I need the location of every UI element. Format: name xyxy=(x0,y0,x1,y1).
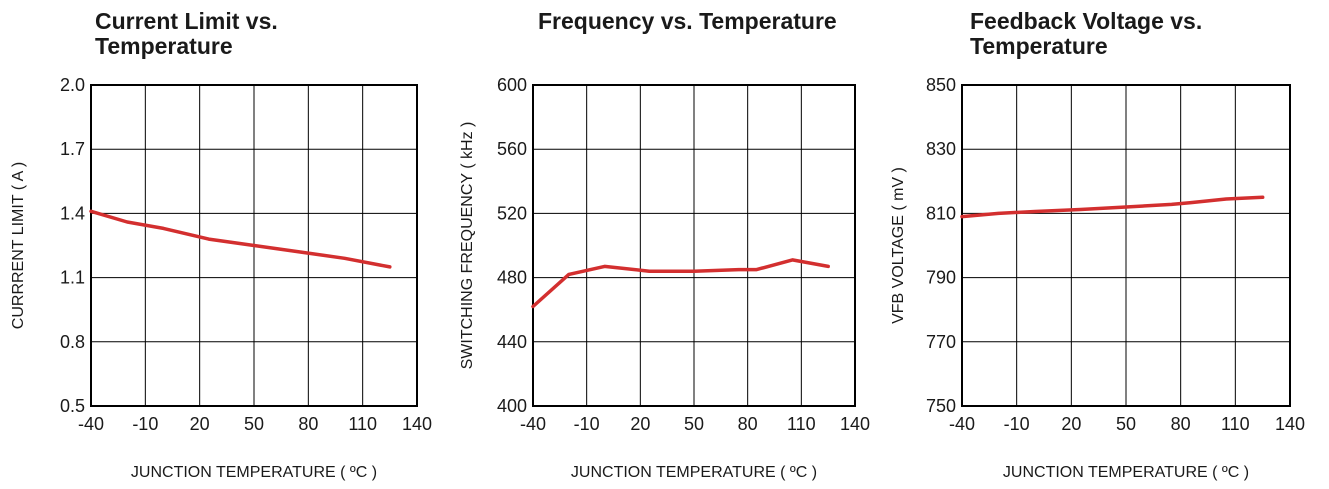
y-tick-label: 790 xyxy=(926,268,956,288)
data-point xyxy=(737,268,740,271)
x-tick-label: 140 xyxy=(402,414,432,434)
plot-frame xyxy=(532,84,856,407)
series-line xyxy=(89,209,392,269)
x-tick-label: 20 xyxy=(1061,414,1081,434)
data-point xyxy=(693,270,695,272)
data-point xyxy=(1170,203,1173,206)
data-point xyxy=(997,212,1000,215)
x-axis-label: JUNCTION TEMPERATURE ( ºC ) xyxy=(571,464,817,481)
y-tick-label: 560 xyxy=(497,139,527,159)
x-tick-label: -10 xyxy=(132,414,158,434)
x-tick-label: 110 xyxy=(348,414,377,434)
x-tick-label: 80 xyxy=(738,414,758,434)
data-point xyxy=(1125,206,1127,208)
data-point xyxy=(1261,196,1264,199)
plot-frame xyxy=(961,84,1291,407)
y-tick-label: 1.7 xyxy=(60,139,85,159)
x-tick-label: 20 xyxy=(630,414,650,434)
plot-frame xyxy=(90,84,418,407)
data-point xyxy=(343,257,346,260)
chart-title: Feedback Voltage vs. xyxy=(970,8,1202,34)
y-tick-label: 600 xyxy=(497,75,527,95)
data-point xyxy=(90,210,92,213)
chart-title: Temperature xyxy=(970,33,1108,59)
x-tick-label: 20 xyxy=(190,414,210,434)
y-tick-label: 440 xyxy=(497,332,527,352)
y-tick-label: 520 xyxy=(497,203,527,223)
y-tick-label: 400 xyxy=(497,396,527,416)
y-tick-label: 0.8 xyxy=(60,332,85,352)
y-tick-label: 2.0 xyxy=(60,75,85,95)
chart-title: Current Limit vs. xyxy=(95,8,278,34)
x-tick-label: 50 xyxy=(244,414,264,434)
data-point xyxy=(1034,210,1036,213)
data-point xyxy=(1225,198,1228,200)
data-point xyxy=(389,266,391,268)
data-point xyxy=(1079,208,1082,211)
data-point xyxy=(961,215,963,218)
x-axis-label: JUNCTION TEMPERATURE ( ºC ) xyxy=(1003,464,1249,481)
x-tick-label: 80 xyxy=(1171,414,1191,434)
x-tick-label: 110 xyxy=(787,414,816,434)
data-point xyxy=(253,244,255,247)
x-tick-label: 140 xyxy=(840,414,870,434)
x-tick-label: 110 xyxy=(1221,414,1250,434)
x-tick-label: -40 xyxy=(520,414,546,434)
series-line xyxy=(531,258,830,309)
y-tick-label: 850 xyxy=(926,75,956,95)
x-tick-label: -40 xyxy=(949,414,975,434)
data-point xyxy=(648,270,651,272)
y-axis-label: CURRRENT LIMIT ( A ) xyxy=(10,162,27,329)
y-axis-label: SWITCHING FREQUENCY ( kHz ) xyxy=(459,122,476,370)
y-tick-label: 770 xyxy=(926,332,956,352)
data-point xyxy=(126,221,129,223)
chart-title: Frequency vs. Temperature xyxy=(538,8,837,34)
x-tick-label: 80 xyxy=(298,414,318,434)
y-tick-label: 810 xyxy=(926,203,956,223)
data-point xyxy=(603,265,606,268)
data-point xyxy=(207,238,210,240)
data-point xyxy=(791,259,794,261)
chart-title: Temperature xyxy=(95,33,233,59)
data-point xyxy=(567,273,570,276)
data-point xyxy=(755,268,758,271)
data-point xyxy=(1188,202,1191,204)
x-tick-label: -10 xyxy=(1004,414,1030,434)
y-tick-label: 750 xyxy=(926,396,956,416)
chart-1: Current Limit vs.Temperature 0.5 0.8 1.1 1.4… xyxy=(10,8,432,481)
chart-2: Frequency vs. Temperature 400 440 480 520 560… xyxy=(459,8,870,481)
x-tick-label: -40 xyxy=(78,414,104,434)
data-point xyxy=(532,305,534,308)
x-tick-label: 50 xyxy=(1116,414,1136,434)
y-axis-label: VFB VOLTAGE ( mV ) xyxy=(890,167,907,324)
x-tick-label: 50 xyxy=(684,414,704,434)
y-tick-label: 1.1 xyxy=(60,268,85,288)
x-axis-label: JUNCTION TEMPERATURE ( ºC ) xyxy=(131,464,377,481)
y-tick-label: 0.5 xyxy=(60,396,85,416)
chart-3: Feedback Voltage vs.Temperature 750 770 790… xyxy=(890,8,1305,481)
y-tick-label: 830 xyxy=(926,139,956,159)
y-tick-label: 480 xyxy=(497,268,527,288)
data-point xyxy=(162,227,165,230)
data-point xyxy=(827,265,829,268)
y-tick-label: 1.4 xyxy=(60,203,85,223)
data-point xyxy=(298,251,301,253)
x-tick-label: -10 xyxy=(574,414,600,434)
x-tick-label: 140 xyxy=(1275,414,1305,434)
